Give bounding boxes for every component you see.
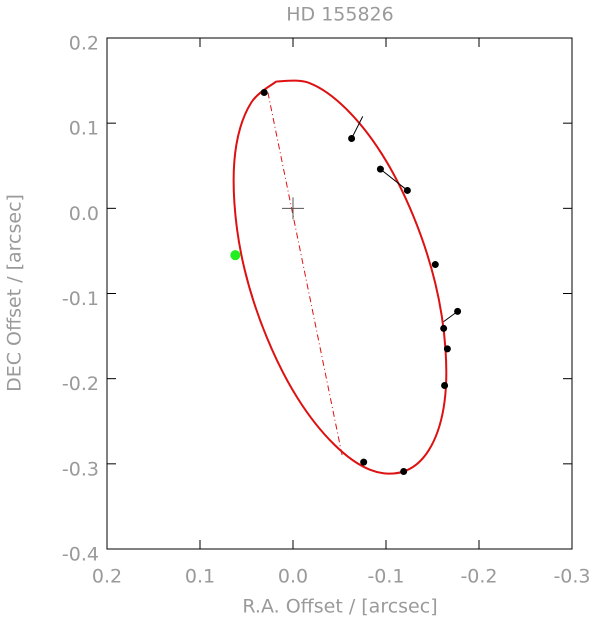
residual-line: [351, 116, 364, 139]
data-point: [348, 134, 356, 142]
data-point: [376, 165, 384, 173]
x-tick-label: 0.0: [278, 566, 308, 588]
y-tick-label: -0.3: [62, 458, 99, 480]
x-tick-label: 0.1: [185, 566, 215, 588]
x-tick-label: -0.2: [460, 566, 497, 588]
residual-line: [380, 168, 408, 191]
data-point: [454, 307, 462, 315]
data-point: [403, 186, 411, 194]
x-tick-label: -0.1: [367, 566, 404, 588]
node-line: [267, 92, 343, 457]
plot-frame: [106, 37, 573, 550]
y-tick-label: 0.1: [69, 118, 99, 140]
data-point: [230, 250, 241, 261]
orbit-curve: [232, 79, 448, 475]
y-tick-label: -0.1: [62, 288, 99, 310]
data-point: [441, 381, 449, 389]
data-point: [440, 324, 448, 332]
y-tick-label: 0.2: [69, 33, 99, 55]
chart-title: HD 155826: [286, 4, 394, 26]
data-point: [443, 345, 451, 353]
data-point: [360, 458, 368, 466]
x-axis-label: R.A. Offset / [arcsec]: [242, 596, 437, 618]
center-marker: [282, 197, 304, 220]
data-point: [431, 261, 439, 269]
y-tick-label: 0.0: [69, 203, 99, 225]
x-tick-label: -0.3: [553, 566, 590, 588]
data-point: [260, 89, 268, 97]
y-axis-label: DEC Offset / [arcsec]: [4, 194, 26, 392]
y-tick-label: -0.2: [62, 373, 99, 395]
x-tick-label: 0.2: [92, 566, 122, 588]
y-tick-label: -0.4: [62, 544, 99, 566]
data-point: [400, 467, 408, 475]
